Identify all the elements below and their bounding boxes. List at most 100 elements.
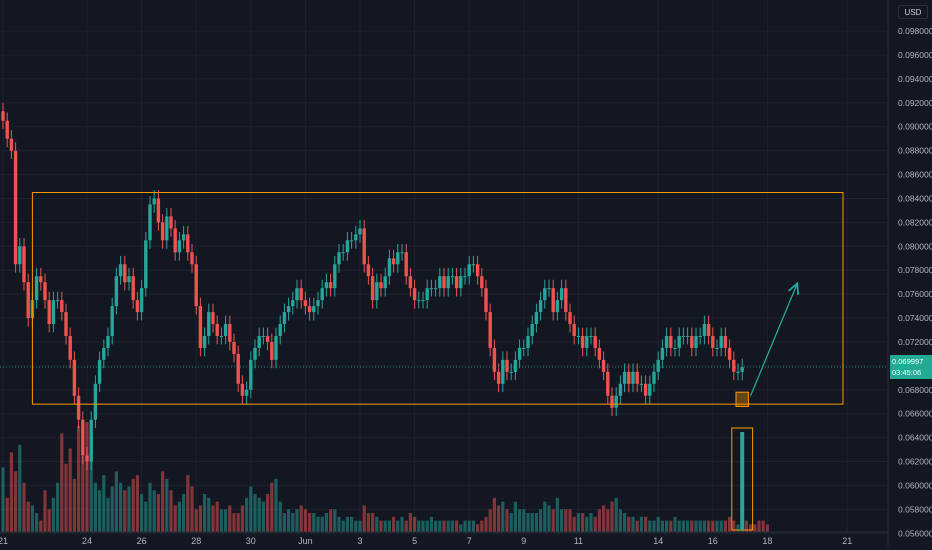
volume-bar (203, 494, 207, 532)
breakout-candle-highlight[interactable] (735, 391, 749, 408)
candle (303, 291, 308, 315)
price-tick-label: 0.094000 (898, 74, 932, 84)
volume-bar (333, 509, 337, 532)
candle (559, 279, 564, 309)
candle (81, 411, 85, 464)
volume-bar (106, 497, 110, 532)
volume-bar (119, 482, 123, 532)
candle (727, 339, 732, 369)
price-tick-label: 0.080000 (898, 241, 932, 251)
time-axis[interactable]: 21 24 26 28 30 Jun 3 5 7 9 11 14 16 18 21 (0, 536, 852, 546)
volume-bar (665, 520, 669, 532)
candle (1, 102, 5, 130)
candle (123, 255, 127, 291)
volume-bar (576, 513, 580, 532)
volume-bar (463, 520, 467, 532)
volume-bar (501, 501, 505, 532)
candle (127, 267, 131, 291)
volume-bar (72, 478, 76, 532)
volume-bar (140, 494, 144, 532)
volume-bar (177, 501, 181, 532)
volume-bar (715, 520, 719, 532)
consolidation-range-box[interactable] (31, 192, 844, 405)
volume-bar (358, 520, 362, 532)
candle (643, 375, 648, 405)
candle (240, 375, 245, 405)
volume-bar (35, 513, 39, 532)
candle (43, 273, 47, 309)
time-tick-label: 3 (357, 536, 362, 546)
candle (492, 339, 497, 381)
price-axis[interactable]: 0.098000 0.096000 0.094000 0.092000 0.090000… (898, 26, 932, 538)
volume-bar (757, 520, 761, 532)
time-tick-label: Jun (298, 536, 313, 546)
volume-bar (425, 520, 429, 532)
candle (228, 315, 232, 351)
candle (484, 279, 488, 321)
candle (5, 112, 9, 148)
candle (257, 327, 261, 357)
candle (324, 273, 329, 297)
candle (417, 291, 421, 309)
volume-bar (753, 524, 757, 532)
volume-bar (413, 516, 417, 532)
volume-bar (257, 497, 261, 532)
candle (614, 387, 618, 417)
candle (694, 327, 698, 357)
volume-bar (421, 520, 425, 532)
volume-bar (530, 513, 534, 532)
volume-bar (47, 509, 51, 532)
candle (538, 291, 543, 321)
volume-bar (597, 509, 601, 532)
volume-bar (303, 509, 307, 532)
candle (341, 243, 345, 261)
volume-bar (371, 513, 375, 532)
volume-bar (471, 520, 475, 532)
candle (459, 267, 463, 297)
volume-bar (211, 505, 215, 532)
time-tick-label: 26 (137, 536, 147, 546)
volume-bar (434, 520, 438, 532)
candle (173, 220, 177, 261)
volume-bar (219, 509, 223, 532)
volume-bar (253, 494, 257, 532)
volume-bar (236, 513, 240, 532)
candle (328, 273, 333, 297)
candle (467, 255, 471, 285)
volume-bar (379, 520, 383, 532)
candle (509, 363, 513, 381)
volume-bar (245, 497, 249, 532)
volume-bar (362, 505, 366, 532)
last-price-badge: 0.069997 03:45:06 (890, 355, 932, 379)
candle (362, 220, 366, 273)
volume-bar (324, 513, 328, 532)
volume-bar (522, 509, 526, 532)
volume-bar (698, 520, 702, 532)
candle (530, 315, 534, 345)
candle (639, 375, 644, 393)
volume-bar (484, 516, 488, 532)
volume-bar (396, 520, 400, 532)
volume-bar (492, 497, 496, 532)
volume-bar (648, 520, 652, 532)
currency-label[interactable]: USD (898, 5, 928, 19)
candle (236, 345, 240, 393)
volume-bar (446, 520, 450, 532)
volume-bar (455, 520, 459, 532)
volume-bar (68, 448, 72, 532)
volume-bar (144, 501, 148, 532)
volume-bar (228, 505, 232, 532)
projection-arrow[interactable] (749, 285, 797, 397)
candle (278, 315, 282, 345)
volume-bar (26, 501, 30, 532)
volume-bar (110, 486, 114, 532)
volume-bar (114, 471, 118, 532)
candle (690, 327, 694, 357)
volume-bar (9, 452, 13, 532)
candle (585, 327, 589, 357)
candle (194, 255, 198, 315)
price-tick-label: 0.084000 (898, 193, 932, 203)
chart-grid (0, 0, 888, 534)
time-tick-label: 28 (191, 536, 201, 546)
